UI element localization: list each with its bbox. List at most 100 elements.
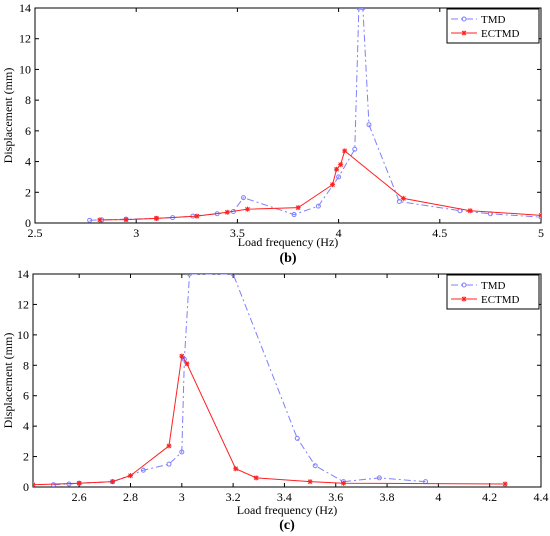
data-point-tmd: [240, 195, 246, 201]
x-tick-label: 3.5: [230, 226, 245, 240]
data-point-ectmd: [123, 217, 129, 223]
legend-marker-ectmd: [461, 30, 467, 36]
x-axis-label: Load frequency (Hz): [238, 235, 339, 249]
legend-label-ectmd: ECTMD: [481, 294, 520, 306]
x-tick-label: 4.2: [482, 490, 497, 504]
data-point-ectmd: [97, 217, 103, 223]
x-axis-label: Load frequency (Hz): [237, 503, 338, 517]
data-point-tmd: [356, 8, 362, 11]
legend-box: [446, 274, 540, 310]
data-point-tmd: [230, 274, 236, 277]
y-tick-label: 0: [25, 216, 31, 230]
data-point-ectmd: [245, 206, 251, 212]
x-tick-label: 2.6: [72, 490, 87, 504]
plot-frame: [34, 7, 542, 224]
data-point-tmd: [294, 435, 300, 441]
series-line-ectmd: [99, 149, 541, 221]
data-point-tmd: [140, 467, 146, 473]
data-point-ectmd: [338, 162, 344, 168]
y-tick-label: 2: [23, 450, 29, 464]
data-point-ectmd: [253, 475, 259, 481]
x-tick-label: 2.5: [28, 226, 43, 240]
legend-box: [446, 8, 540, 44]
data-point-tmd: [366, 122, 372, 128]
x-tick-label: 3: [133, 226, 139, 240]
data-point-ectmd: [127, 473, 133, 479]
plot-area: [87, 8, 541, 223]
data-point-tmd: [166, 461, 172, 467]
data-point-ectmd: [295, 205, 301, 211]
legend-label-tmd: TMD: [481, 14, 506, 26]
y-tick-label: 2: [25, 185, 31, 199]
data-point-ectmd: [502, 481, 508, 487]
legend-label-ectmd: ECTMD: [481, 28, 520, 40]
data-point-ectmd: [342, 148, 348, 154]
data-point-ectmd: [184, 361, 190, 367]
x-tick-label: 3: [179, 490, 185, 504]
data-point-tmd: [376, 475, 382, 481]
y-axis-label: Displacement (mm): [1, 68, 15, 164]
y-tick-label: 10: [17, 328, 29, 342]
series-line-tmd: [89, 8, 541, 221]
data-point-tmd: [181, 356, 187, 362]
data-point-ectmd: [307, 479, 313, 485]
legend-marker-tmd: [461, 282, 467, 288]
data-point-tmd: [312, 463, 318, 469]
x-tick-label: 3.8: [380, 490, 395, 504]
y-tick-label: 12: [17, 297, 29, 311]
series-line-ectmd: [33, 354, 506, 486]
data-point-tmd: [336, 174, 342, 180]
y-tick-label: 14: [19, 1, 31, 15]
x-tick-label: 2.8: [123, 490, 138, 504]
data-point-tmd: [87, 217, 93, 223]
data-point-ectmd: [179, 353, 185, 359]
data-point-ectmd: [400, 195, 406, 201]
data-point-ectmd: [76, 480, 82, 486]
y-tick-label: 0: [23, 480, 29, 494]
data-point-ectmd: [33, 482, 36, 487]
y-tick-label: 14: [17, 267, 29, 281]
data-point-tmd: [291, 212, 297, 218]
data-point-ectmd: [330, 182, 336, 188]
legend-marker-tmd: [461, 16, 467, 22]
data-point-tmd: [179, 449, 185, 455]
y-tick-label: 4: [25, 155, 31, 169]
plot-area: [33, 274, 508, 487]
x-tick-label: 4: [336, 226, 342, 240]
y-tick-label: 6: [23, 389, 29, 403]
data-point-ectmd: [467, 208, 473, 214]
data-point-tmd: [352, 146, 358, 152]
legend: TMD ECTMD: [446, 8, 540, 44]
x-tick-label: 4: [435, 490, 441, 504]
x-tick-label: 3.4: [277, 490, 292, 504]
y-tick-label: 8: [25, 93, 31, 107]
x-tick-label: 4.5: [432, 226, 447, 240]
data-point-ectmd: [233, 466, 239, 472]
y-tick-label: 10: [19, 62, 31, 76]
data-point-ectmd: [194, 213, 200, 219]
x-tick-label: 4.4: [534, 490, 549, 504]
data-point-ectmd: [110, 479, 116, 485]
data-point-ectmd: [153, 215, 159, 221]
data-point-tmd: [315, 203, 321, 209]
chart-panel-2: 2.6 2.8 3 3.2 3.4 3.6 3.8 4 4.2 4.4 0 2 4 6 8 10 12 14 Loa…: [1, 267, 549, 533]
legend: TMD ECTMD: [446, 274, 540, 310]
y-axis-label: Displacement (mm): [1, 333, 15, 429]
legend-label-tmd: TMD: [481, 280, 506, 292]
panel-label: (b): [279, 251, 296, 266]
y-tick-label: 6: [25, 124, 31, 138]
data-point-tmd: [396, 199, 402, 204]
chart-panel-1: 2.5 3 3.5 4 4.5 5 0 2 4 6 8 10 12 14 Load frequency (H…: [1, 1, 544, 266]
data-point-tmd: [187, 274, 193, 277]
x-tick-label: 3.6: [328, 490, 343, 504]
y-tick-label: 4: [23, 419, 29, 433]
data-point-tmd: [51, 482, 57, 487]
data-point-ectmd: [224, 209, 230, 215]
data-point-ectmd: [166, 443, 172, 449]
panel-label: (c): [279, 518, 295, 533]
data-point-tmd: [360, 8, 366, 11]
legend-marker-ectmd: [461, 296, 467, 302]
x-tick-label: 5: [538, 226, 544, 240]
x-tick-label: 3.2: [226, 490, 241, 504]
